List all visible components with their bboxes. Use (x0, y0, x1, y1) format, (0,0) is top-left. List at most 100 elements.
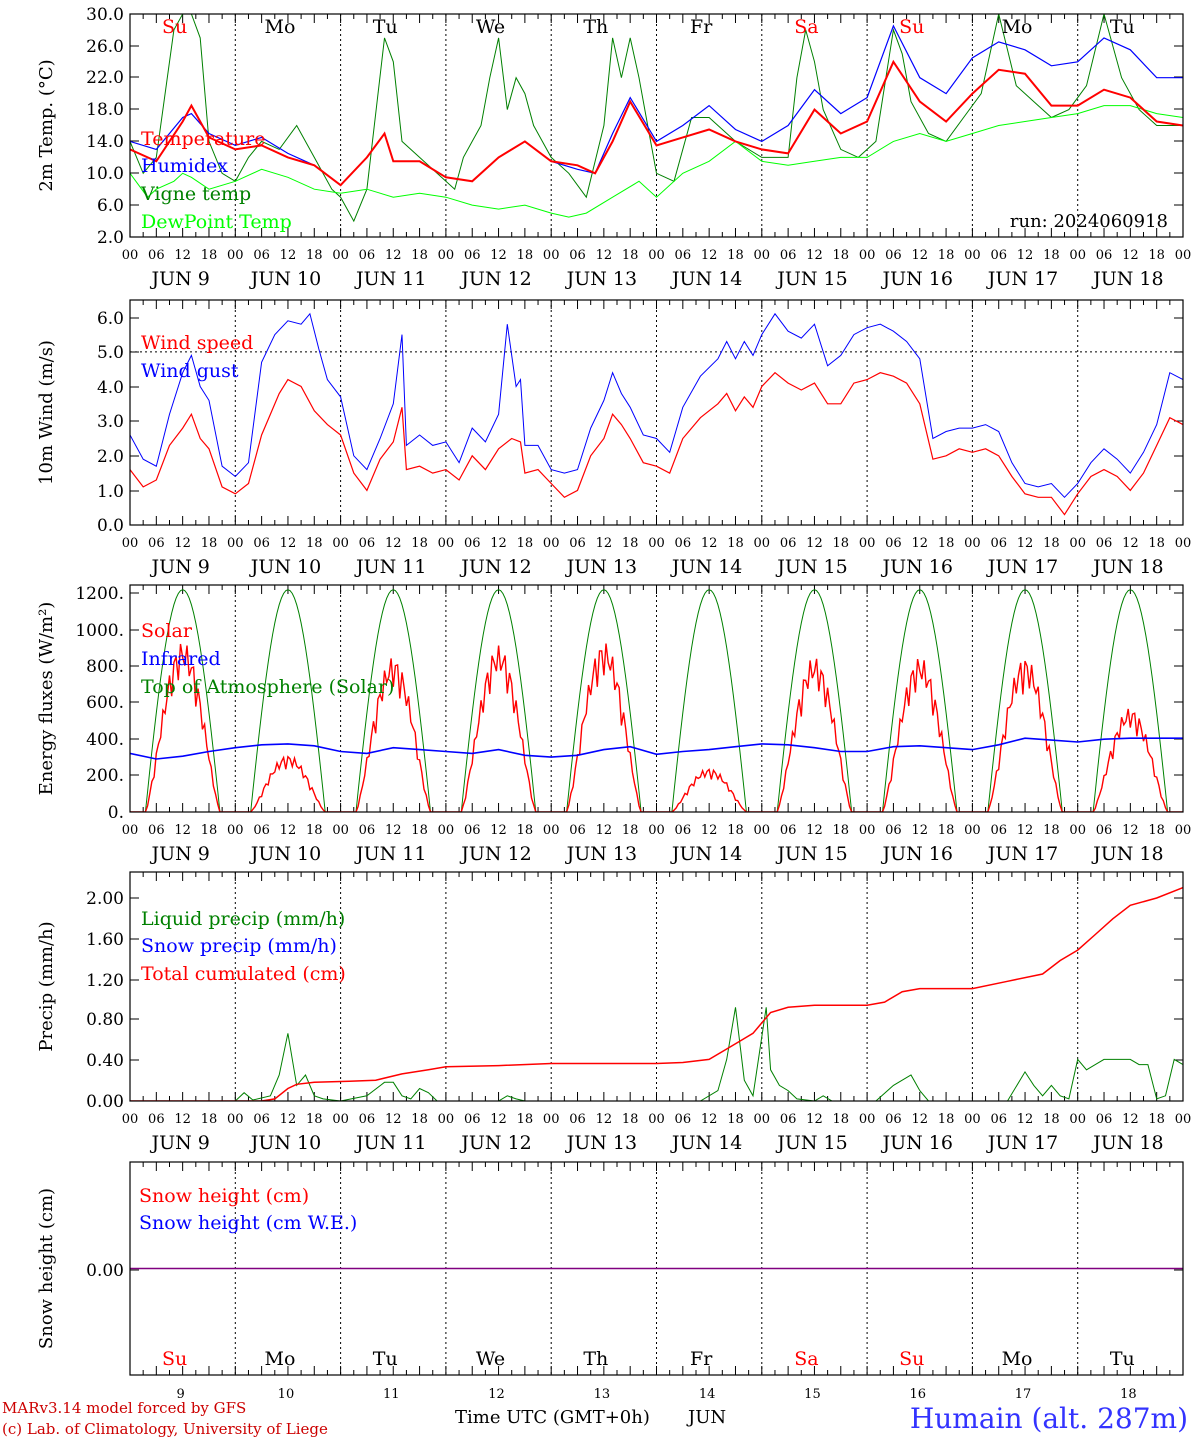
day-label: JUN 12 (459, 268, 531, 290)
hour-tick-label: 18 (201, 1112, 218, 1127)
series-line-0 (130, 1007, 1183, 1101)
hour-tick-label: 00 (1175, 248, 1192, 263)
credit-line-1: MARv3.14 model forced by GFS (2, 1399, 246, 1417)
hour-tick-label: 12 (701, 823, 718, 838)
y-axis-label: Precip (mm/h) (36, 921, 57, 1051)
hour-tick-label: 12 (1017, 823, 1034, 838)
y-tick-label: 22.0 (86, 68, 124, 88)
hour-tick-label: 12 (806, 536, 823, 551)
hour-tick-label: 00 (859, 1112, 876, 1127)
hour-tick-label: 00 (648, 248, 665, 263)
legend-entry: Wind speed (141, 332, 253, 354)
hour-tick-label: 12 (490, 823, 507, 838)
hour-tick-label: 12 (1017, 1112, 1034, 1127)
plot-frame (129, 584, 1184, 813)
legend-entry: Humidex (141, 155, 228, 177)
series-group (130, 14, 1183, 223)
hour-tick-label: 06 (253, 1112, 270, 1127)
day-label: JUN 16 (881, 268, 953, 290)
y-tick-label: 14.0 (86, 132, 124, 152)
weekday-label: Sa (794, 16, 818, 38)
hour-tick-label: 12 (490, 248, 507, 263)
hour-tick-label: 06 (464, 1112, 481, 1127)
hour-tick-label: 06 (780, 248, 797, 263)
hour-tick-label: 12 (596, 536, 613, 551)
hour-tick-label: 06 (990, 1112, 1007, 1127)
hour-tick-label: 00 (438, 536, 455, 551)
hour-tick-label: 12 (385, 1112, 402, 1127)
day-number-label: 18 (1120, 1387, 1137, 1402)
legend-entry: Temperature (141, 128, 265, 150)
series-line-0 (130, 59, 1183, 187)
day-label: JUN 16 (881, 556, 953, 578)
weekday-label: Mo (1002, 16, 1033, 38)
y-tick-label: 30.0 (86, 5, 124, 25)
day-label: JUN 14 (670, 268, 742, 290)
y-tick-label: 1.60 (86, 930, 124, 950)
day-label: JUN 11 (354, 556, 426, 578)
hour-tick-label: 00 (964, 823, 981, 838)
series-line-3 (130, 105, 1183, 218)
day-label: JUN 11 (354, 843, 426, 865)
hour-tick-label: 00 (859, 823, 876, 838)
hour-tick-label: 12 (1122, 536, 1139, 551)
y-tick-label: 0. (108, 803, 124, 823)
hour-tick-label: 18 (622, 823, 639, 838)
hour-tick-label: 18 (306, 536, 323, 551)
hour-tick-label: 00 (332, 1112, 349, 1127)
hour-tick-label: 12 (385, 823, 402, 838)
hour-tick-label: 00 (227, 1112, 244, 1127)
weekday-label: Th (583, 16, 608, 38)
legend-entry: Vigne temp (140, 183, 251, 205)
day-label: JUN 17 (986, 843, 1058, 865)
day-label: JUN 14 (670, 843, 742, 865)
hour-tick-label: 00 (122, 823, 139, 838)
weekday-label: Su (899, 16, 924, 38)
legend-entry: DewPoint Temp (141, 211, 292, 233)
weekday-label: Tu (1110, 16, 1135, 38)
day-label: JUN 18 (1091, 843, 1163, 865)
legend-entry: Top of Atmosphere (Solar) (141, 676, 394, 698)
hour-tick-label: 12 (596, 248, 613, 263)
hour-tick-label: 06 (359, 823, 376, 838)
hour-tick-label: 06 (569, 248, 586, 263)
y-tick-label: 18.0 (86, 100, 124, 120)
legend-entry: Solar (141, 620, 193, 642)
day-label: JUN 10 (249, 1132, 321, 1154)
day-label: JUN 9 (149, 1132, 209, 1154)
hour-tick-label: 18 (201, 248, 218, 263)
hour-tick-label: 18 (1043, 536, 1060, 551)
legend-entry: Total cumulated (cm) (141, 963, 346, 985)
weekday-label: Th (583, 1348, 608, 1370)
hour-tick-label: 06 (885, 1112, 902, 1127)
weekday-label: Fr (690, 1348, 713, 1370)
hour-tick-label: 18 (938, 1112, 955, 1127)
hour-tick-label: 18 (727, 823, 744, 838)
day-number-label: 12 (488, 1387, 505, 1402)
hour-tick-label: 12 (701, 1112, 718, 1127)
hour-tick-label: 06 (885, 248, 902, 263)
hour-tick-label: 00 (754, 248, 771, 263)
y-tick-label: 600. (86, 693, 124, 713)
legend-entry: Wind gust (141, 360, 239, 382)
hour-tick-label: 12 (596, 823, 613, 838)
y-tick-label: 3.0 (97, 412, 124, 432)
y-axis-label: 10m Wind (m/s) (36, 340, 57, 485)
hour-tick-label: 00 (332, 823, 349, 838)
hour-tick-label: 18 (833, 536, 850, 551)
weekday-label: Tu (1110, 1348, 1135, 1370)
hour-tick-label: 06 (569, 823, 586, 838)
hour-tick-label: 18 (306, 823, 323, 838)
legend-entry: Snow precip (mm/h) (141, 935, 337, 957)
plot-frame (129, 1161, 1184, 1376)
hour-tick-label: 18 (1043, 1112, 1060, 1127)
hour-tick-label: 00 (543, 248, 560, 263)
hour-tick-label: 18 (1043, 823, 1060, 838)
y-tick-label: 0.80 (86, 1010, 124, 1030)
hour-tick-label: 00 (543, 1112, 560, 1127)
hour-tick-label: 12 (701, 248, 718, 263)
day-label: JUN 13 (565, 843, 637, 865)
hour-tick-label: 06 (569, 1112, 586, 1127)
y-axis-label: Snow height (cm) (36, 1188, 57, 1349)
